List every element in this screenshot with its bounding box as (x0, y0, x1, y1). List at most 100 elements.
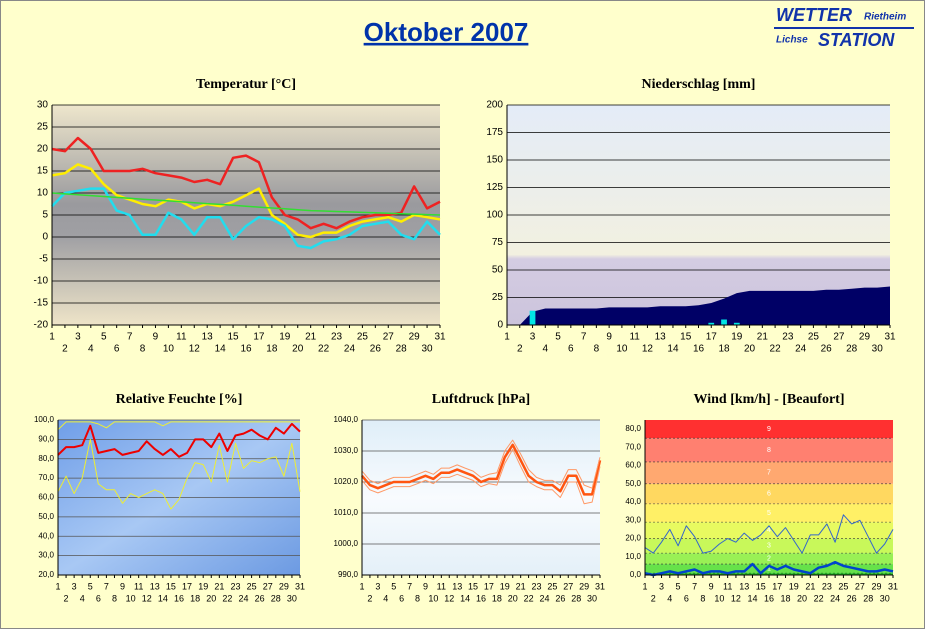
x-tick-label: 29 (579, 581, 589, 591)
x-tick-label: 21 (757, 332, 769, 343)
x-tick-label: 18 (781, 593, 791, 603)
y-tick-label: 1000,0 (334, 539, 359, 548)
x-tick-label: 25 (547, 581, 557, 591)
x-tick-label: 28 (396, 344, 408, 355)
data-line (361, 448, 601, 505)
x-tick-label: 27 (833, 332, 845, 343)
x-tick-label: 30 (880, 593, 890, 603)
logo-text: WETTER (776, 5, 852, 25)
x-tick-label: 15 (166, 581, 176, 591)
x-tick-label: 16 (476, 593, 486, 603)
x-tick-label: 8 (700, 593, 705, 603)
beaufort-band (645, 438, 893, 462)
x-tick-label: 23 (532, 581, 542, 591)
x-tick-label: 3 (375, 581, 380, 591)
y-tick-label: 1040,0 (334, 415, 359, 424)
x-tick-label: 5 (101, 332, 107, 343)
x-tick-label: 22 (222, 593, 232, 603)
x-tick-label: 2 (367, 593, 372, 603)
plot-area (362, 420, 600, 575)
x-tick-label: 2 (517, 344, 523, 355)
x-tick-label: 23 (822, 581, 832, 591)
x-tick-label: 31 (434, 332, 446, 343)
beaufort-band (645, 553, 893, 565)
bar (733, 322, 740, 325)
x-tick-label: 18 (492, 593, 502, 603)
data-area (507, 286, 890, 325)
y-tick-label: 70,0 (38, 473, 54, 482)
x-tick-label: 30 (287, 593, 297, 603)
x-tick-label: 15 (756, 581, 766, 591)
x-tick-label: 19 (198, 581, 208, 591)
x-tick-label: 21 (214, 581, 224, 591)
y-tick-label: -15 (34, 298, 49, 309)
x-tick-label: 24 (344, 344, 356, 355)
y-tick-label: 990,0 (338, 570, 359, 579)
x-tick-label: 30 (422, 344, 434, 355)
x-tick-label: 12 (444, 593, 454, 603)
y-tick-label: 75 (492, 237, 504, 248)
y-tick-label: 25 (37, 122, 49, 133)
beaufort-band (645, 483, 893, 504)
x-tick-label: 29 (409, 332, 421, 343)
x-tick-label: 5 (555, 332, 561, 343)
x-tick-label: 3 (659, 581, 664, 591)
x-tick-label: 17 (182, 581, 192, 591)
x-tick-label: 28 (846, 344, 858, 355)
x-tick-label: 16 (764, 593, 774, 603)
y-tick-label: 100 (486, 210, 503, 221)
band-label: 9 (767, 426, 771, 433)
x-tick-label: 26 (821, 344, 833, 355)
x-tick-label: 14 (667, 344, 679, 355)
y-tick-label: 30,0 (625, 515, 641, 524)
x-tick-label: 10 (163, 344, 175, 355)
y-tick-label: 175 (486, 127, 503, 138)
y-tick-label: 0 (42, 232, 48, 243)
x-tick-label: 16 (693, 344, 705, 355)
band-label: 4 (767, 527, 771, 534)
x-tick-label: 2 (64, 593, 69, 603)
x-tick-label: 20 (797, 593, 807, 603)
x-tick-label: 11 (134, 581, 143, 591)
x-tick-label: 8 (112, 593, 117, 603)
x-tick-label: 11 (176, 332, 187, 343)
x-tick-label: 6 (114, 344, 120, 355)
x-tick-label: 10 (126, 593, 136, 603)
x-tick-label: 23 (331, 332, 343, 343)
y-tick-label: 5 (42, 210, 48, 221)
x-tick-label: 25 (357, 332, 369, 343)
bar (721, 319, 727, 325)
y-tick-label: 30 (37, 100, 49, 111)
y-tick-label: 20,0 (38, 570, 54, 579)
x-tick-label: 11 (723, 581, 732, 591)
logo: WETTER Rietheim Lichse STATION (774, 5, 914, 50)
data-line (51, 163, 441, 239)
x-tick-label: 9 (709, 581, 714, 591)
y-tick-label: 25 (492, 292, 504, 303)
data-line (361, 443, 602, 496)
y-tick-label: 0 (497, 320, 503, 331)
x-tick-label: 27 (563, 581, 573, 591)
x-tick-label: 8 (415, 593, 420, 603)
x-tick-label: 21 (805, 581, 815, 591)
x-tick-label: 26 (255, 593, 265, 603)
bar (708, 322, 715, 325)
chart-title: Niederschlag [mm] (642, 77, 756, 92)
data-line (51, 192, 441, 216)
x-tick-label: 15 (468, 581, 478, 591)
x-tick-label: 25 (247, 581, 257, 591)
y-tick-label: -20 (34, 320, 49, 331)
y-tick-label: 80,0 (625, 424, 641, 433)
x-tick-label: 13 (739, 581, 749, 591)
x-tick-label: 1 (642, 581, 647, 591)
x-tick-label: 23 (230, 581, 240, 591)
x-tick-label: 19 (279, 332, 291, 343)
y-tick-label: 1030,0 (334, 446, 359, 455)
x-tick-label: 8 (140, 344, 146, 355)
chart-title: Relative Feuchte [%] (116, 392, 243, 407)
x-tick-label: 24 (795, 344, 807, 355)
y-tick-label: 50,0 (625, 479, 641, 488)
y-tick-label: 15 (37, 166, 49, 177)
x-tick-label: 27 (383, 332, 395, 343)
